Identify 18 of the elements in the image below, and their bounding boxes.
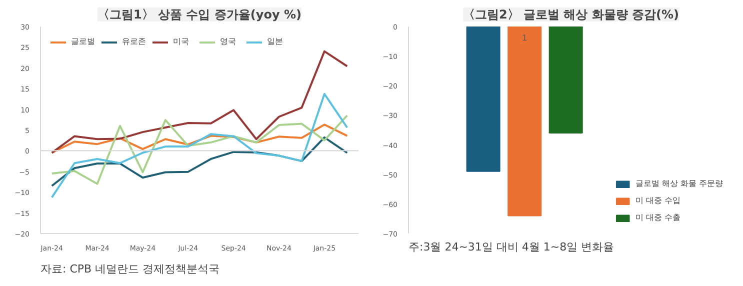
text: 주:3월 24~31일 대비 4월 1~8일 변화율	[408, 240, 614, 254]
legend-label: 일본	[267, 36, 284, 47]
chart-title: 〈그림1〉 상품 수입 증가율(yoy %)	[98, 8, 302, 22]
chart-title: 〈그림2〉 글로벌 해상 화물량 증감(%)	[462, 8, 680, 22]
text: 자료: CPB 네덜란드 경제정책분석국	[40, 262, 220, 276]
legend-label: 미국	[173, 36, 190, 47]
line-series	[50, 114, 348, 185]
legend-label: 미 대중 수입	[635, 195, 680, 206]
legend-label: 글로벌 해상 화물 주문량	[635, 178, 723, 189]
line-series	[50, 92, 348, 198]
annotation: 1	[522, 34, 528, 42]
legend-label: 영국	[220, 36, 237, 47]
legend-label: 미 대중 수출	[635, 212, 680, 223]
line-series	[50, 136, 348, 187]
line-series	[50, 124, 348, 154]
legend-label: 유로존	[122, 36, 146, 47]
legend-label: 글로벌	[71, 36, 95, 47]
line-series	[50, 50, 348, 154]
